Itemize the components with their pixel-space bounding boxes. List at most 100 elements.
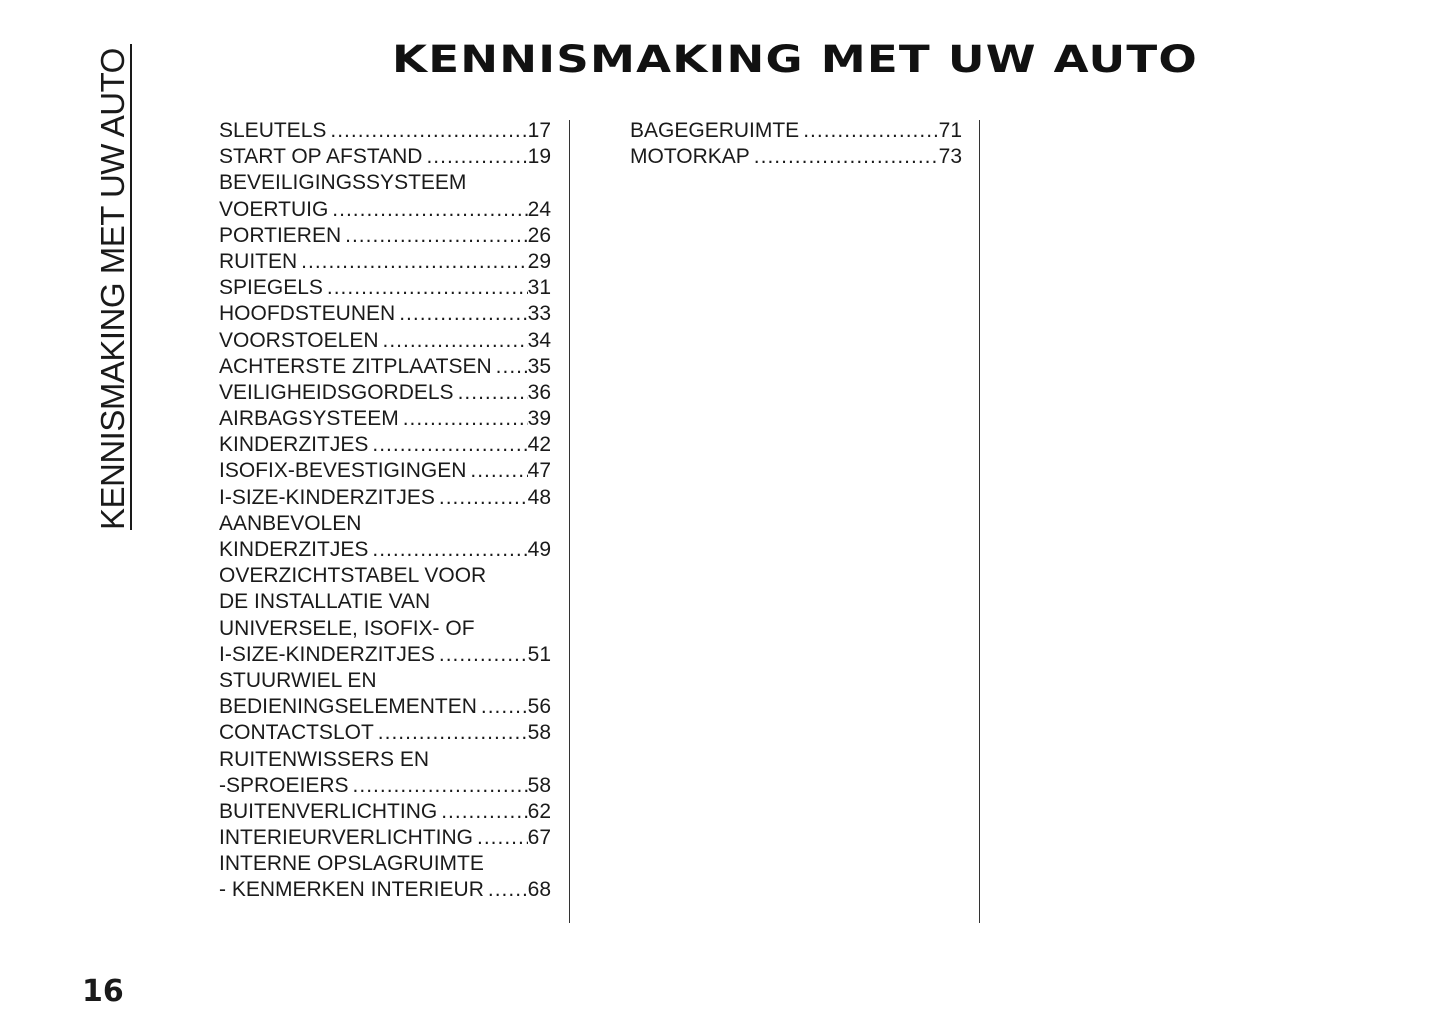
toc-entry-page: 56 <box>527 695 551 719</box>
page-title: KENNISMAKING MET UW AUTO <box>392 38 1198 81</box>
toc-entry-label: BAGEGERUIMTE <box>630 119 800 142</box>
leader-dots <box>496 354 528 380</box>
toc-entry-label: BUITENVERLICHTING <box>219 799 438 823</box>
leader-dots <box>439 485 528 511</box>
toc-entry-label: I-SIZE-KINDERZITJES <box>219 642 435 666</box>
toc-entry[interactable]: VOORSTOELEN 34 <box>219 328 551 354</box>
toc-entry-page: 26 <box>527 223 551 247</box>
toc-entry-page: 29 <box>527 249 551 273</box>
toc-entry-label: STUURWIEL EN <box>219 668 377 692</box>
leader-dots <box>372 432 527 458</box>
toc-entry-label: HOOFDSTEUNEN <box>219 302 396 326</box>
leader-dots <box>383 328 528 354</box>
toc-entry[interactable]: AANBEVOLEN <box>219 511 551 537</box>
toc-entry[interactable]: VOERTUIG 24 <box>219 197 551 223</box>
toc-entry[interactable]: I-SIZE-KINDERZITJES 48 <box>219 485 551 511</box>
toc-entry-label: KINDERZITJES <box>219 538 369 561</box>
toc-entry-page: 36 <box>527 380 551 404</box>
toc-entry[interactable]: MOTORKAP 73 <box>630 144 962 170</box>
toc-entry-label: RUITEN <box>219 249 298 273</box>
toc-entry-label: -SPROEIERS <box>219 773 349 797</box>
toc-entry-page: 68 <box>527 878 551 902</box>
leader-dots <box>327 275 528 301</box>
column-divider <box>979 120 980 923</box>
toc-entry-label: START OP AFSTAND <box>219 145 423 169</box>
leader-dots <box>470 458 527 484</box>
toc-entry-label: INTERNE OPSLAGRUIMTE <box>219 852 484 876</box>
toc-entry[interactable]: ACHTERSTE ZITPLAATSEN 35 <box>219 354 551 380</box>
toc-entry-label: ACHTERSTE ZITPLAATSEN <box>219 354 492 378</box>
leader-dots <box>330 118 527 144</box>
page-number: 16 <box>82 974 124 1009</box>
toc-entry[interactable]: BEVEILIGINGSSYSTEEM <box>219 170 551 196</box>
toc-entry[interactable]: -SPROEIERS 58 <box>219 773 551 799</box>
toc-entry-page: 48 <box>527 485 551 509</box>
toc-column-1: SLEUTELS 17 START OP AFSTAND 19 BEVEILIGINGS… <box>219 118 551 904</box>
toc-entry[interactable]: KINDERZITJES 42 <box>219 432 551 458</box>
toc-entry-page: 58 <box>527 721 551 745</box>
leader-dots <box>439 642 528 668</box>
toc-entry-page: 19 <box>527 145 551 169</box>
toc-entry-page: 33 <box>527 302 551 326</box>
toc-entry[interactable]: VEILIGHEIDSGORDELS 36 <box>219 380 551 406</box>
toc-entry[interactable]: SLEUTELS 17 <box>219 118 551 144</box>
toc-entry-page: 39 <box>527 407 551 431</box>
leader-dots <box>399 301 527 327</box>
leader-dots <box>441 799 527 825</box>
toc-entry[interactable]: I-SIZE-KINDERZITJES 51 <box>219 642 551 668</box>
toc-entry-label: I-SIZE-KINDERZITJES <box>219 485 435 509</box>
toc-entry-label: UNIVERSELE, ISOFIX- OF <box>219 616 475 640</box>
toc-entry[interactable]: START OP AFSTAND 19 <box>219 144 551 170</box>
toc-entry[interactable]: UNIVERSELE, ISOFIX- OF <box>219 616 551 642</box>
toc-entry[interactable]: - KENMERKEN INTERIEUR 68 <box>219 877 551 903</box>
toc-entry[interactable]: ISOFIX-BEVESTIGINGEN 47 <box>219 458 551 484</box>
toc-entry-label: SLEUTELS <box>219 119 327 142</box>
toc-entry[interactable]: OVERZICHTSTABEL VOOR <box>219 563 551 589</box>
toc-entry[interactable]: INTERNE OPSLAGRUIMTE <box>219 851 551 877</box>
toc-entry-label: SPIEGELS <box>219 276 323 300</box>
leader-dots <box>426 144 527 170</box>
toc-entry[interactable]: STUURWIEL EN <box>219 668 551 694</box>
toc-entry[interactable]: INTERIEURVERLICHTING 67 <box>219 825 551 851</box>
toc-entry[interactable]: HOOFDSTEUNEN 33 <box>219 301 551 327</box>
toc-entry-page: 42 <box>527 433 551 457</box>
column-divider <box>569 120 570 923</box>
toc-entry[interactable]: RUITENWISSERS EN <box>219 747 551 773</box>
leader-dots <box>378 720 528 746</box>
toc-entry-label: BEVEILIGINGSSYSTEEM <box>219 171 467 195</box>
toc-entry-page: 51 <box>527 642 551 666</box>
toc-entry-page: 24 <box>527 197 551 221</box>
toc-entry-label: VOORSTOELEN <box>219 328 379 352</box>
leader-dots <box>345 223 528 249</box>
toc-entry-label: AIRBAGSYSTEEM <box>219 407 399 431</box>
leader-dots <box>403 406 528 432</box>
toc-entry[interactable]: SPIEGELS 31 <box>219 275 551 301</box>
toc-entry[interactable]: DE INSTALLATIE VAN <box>219 589 551 615</box>
toc-entry-page: 71 <box>938 119 962 142</box>
toc-entry[interactable]: RUITEN 29 <box>219 249 551 275</box>
toc-entry-page: 67 <box>527 826 551 850</box>
toc-entry[interactable]: BEDIENINGSELEMENTEN 56 <box>219 694 551 720</box>
toc-entry-label: BEDIENINGSELEMENTEN <box>219 695 477 719</box>
leader-dots <box>332 197 527 223</box>
toc-column-2: BAGEGERUIMTE 71 MOTORKAP 73 <box>630 118 962 170</box>
toc-entry[interactable]: CONTACTSLOT 58 <box>219 720 551 746</box>
toc-entry-label: PORTIEREN <box>219 223 342 247</box>
leader-dots <box>481 694 528 720</box>
toc-entry[interactable]: BUITENVERLICHTING 62 <box>219 799 551 825</box>
leader-dots <box>301 249 527 275</box>
toc-entry[interactable]: PORTIEREN 26 <box>219 223 551 249</box>
toc-entry-label: INTERIEURVERLICHTING <box>219 826 473 850</box>
toc-entry-page: 35 <box>527 354 551 378</box>
toc-entry[interactable]: BAGEGERUIMTE 71 <box>630 118 962 144</box>
leader-dots <box>754 144 939 170</box>
toc-entry-page: 73 <box>938 145 962 169</box>
toc-entry[interactable]: KINDERZITJES 49 <box>219 537 551 563</box>
toc-entry-page: 17 <box>527 119 551 142</box>
side-chapter-title: KENNISMAKING MET UW AUTO <box>94 44 132 530</box>
toc-entry-label: AANBEVOLEN <box>219 511 362 535</box>
toc-entry[interactable]: AIRBAGSYSTEEM 39 <box>219 406 551 432</box>
toc-entry-label: KINDERZITJES <box>219 433 369 457</box>
toc-entry-label: MOTORKAP <box>630 145 750 169</box>
toc-entry-label: RUITENWISSERS EN <box>219 747 430 771</box>
